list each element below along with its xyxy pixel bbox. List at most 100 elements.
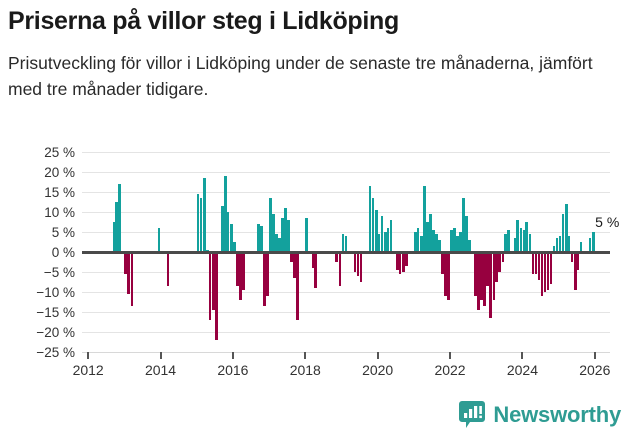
chart-subtitle: Prisutveckling för villor i Lidköping un… <box>8 53 593 99</box>
bar <box>492 252 496 300</box>
bar <box>230 224 233 252</box>
bar <box>543 252 547 292</box>
bar <box>567 236 571 252</box>
bar <box>501 252 505 262</box>
bar <box>531 252 535 274</box>
x-axis-tick-mark <box>87 352 90 359</box>
y-axis-tick-label: −5 % <box>43 265 75 280</box>
bar <box>239 252 242 300</box>
bar <box>199 198 203 252</box>
bar <box>416 228 420 252</box>
bar <box>468 240 471 252</box>
x-axis-tick-mark <box>593 352 596 359</box>
bar <box>489 252 492 318</box>
bar <box>570 252 574 262</box>
y-axis-tick-label: −20 % <box>36 325 75 340</box>
bar <box>212 252 215 310</box>
bar <box>477 252 480 310</box>
bar <box>537 252 541 280</box>
newsworthy-wordmark: Newsworthy <box>493 402 621 427</box>
bar <box>260 226 263 252</box>
bar <box>278 238 281 252</box>
bar <box>444 252 447 296</box>
bar <box>423 186 426 252</box>
bar <box>224 176 227 252</box>
bar <box>266 252 269 296</box>
bar <box>579 242 583 252</box>
x-axis-line <box>82 352 610 353</box>
bar <box>564 204 568 252</box>
bar <box>528 234 532 252</box>
bar <box>519 228 523 252</box>
bar <box>549 252 553 284</box>
y-axis-tick-label: 20 % <box>44 165 75 180</box>
bar <box>480 252 483 300</box>
bar <box>272 214 275 252</box>
x-axis-tick-mark <box>376 352 379 359</box>
x-axis-tick-label: 2020 <box>362 362 394 378</box>
bar <box>380 216 384 252</box>
x-axis-tick-label: 2012 <box>72 362 104 378</box>
bar <box>459 232 462 252</box>
bar <box>546 252 550 290</box>
bar <box>465 216 468 252</box>
bar <box>383 232 387 252</box>
bar <box>359 252 363 282</box>
bar <box>208 252 212 320</box>
chart-plot-area: 5 % 25 % 20 % 15 % 10 % 5 % 0 % −5 % −10 % −15 %… <box>0 145 631 388</box>
bar <box>284 208 288 252</box>
bar <box>341 234 345 252</box>
bar <box>314 252 318 288</box>
bar <box>371 198 375 252</box>
bar <box>374 210 378 252</box>
y-axis-tick-label: −25 % <box>36 345 75 360</box>
bar <box>438 240 441 252</box>
bar <box>525 222 529 252</box>
bar <box>203 178 206 252</box>
bar <box>414 232 417 252</box>
y-axis-tick-label: 25 % <box>44 145 75 160</box>
bar <box>233 242 236 252</box>
bar <box>555 238 559 252</box>
bar <box>558 236 562 252</box>
bar <box>338 252 342 286</box>
bar <box>552 246 556 252</box>
bar <box>389 220 393 252</box>
y-axis-tick-label: −10 % <box>36 285 75 300</box>
value-annotation: 5 % <box>595 214 620 230</box>
page-title: Priserna på villor steg i Lidköping <box>8 7 399 35</box>
bar <box>269 198 272 252</box>
x-axis-tick-mark <box>231 352 234 359</box>
bar <box>296 252 299 320</box>
bar-chart-bubble-icon <box>459 401 486 429</box>
bar <box>275 234 278 252</box>
bar <box>540 252 544 296</box>
bar <box>462 198 465 252</box>
bar <box>576 252 580 270</box>
bar <box>483 252 487 306</box>
bar <box>226 212 230 252</box>
bar <box>534 252 538 274</box>
bar <box>157 228 161 252</box>
bar <box>486 252 489 286</box>
x-axis-tick-mark <box>521 352 524 359</box>
chart-header: Priserna på villor steg i Lidköping Pris… <box>8 6 623 102</box>
bar <box>281 218 284 252</box>
bar <box>257 224 260 252</box>
bar <box>344 236 348 252</box>
bar <box>453 228 456 252</box>
x-axis-tick-label: 2024 <box>506 362 538 378</box>
bar <box>495 252 499 282</box>
gridline <box>82 192 610 193</box>
x-axis-tick-mark <box>159 352 162 359</box>
bar <box>221 206 224 252</box>
bar <box>450 230 453 252</box>
bar <box>196 194 200 252</box>
bar <box>474 252 478 296</box>
y-axis-tick-label: 10 % <box>44 205 75 220</box>
gridline <box>82 212 610 213</box>
bar <box>425 222 429 252</box>
bar <box>588 238 592 252</box>
bar <box>287 220 290 252</box>
